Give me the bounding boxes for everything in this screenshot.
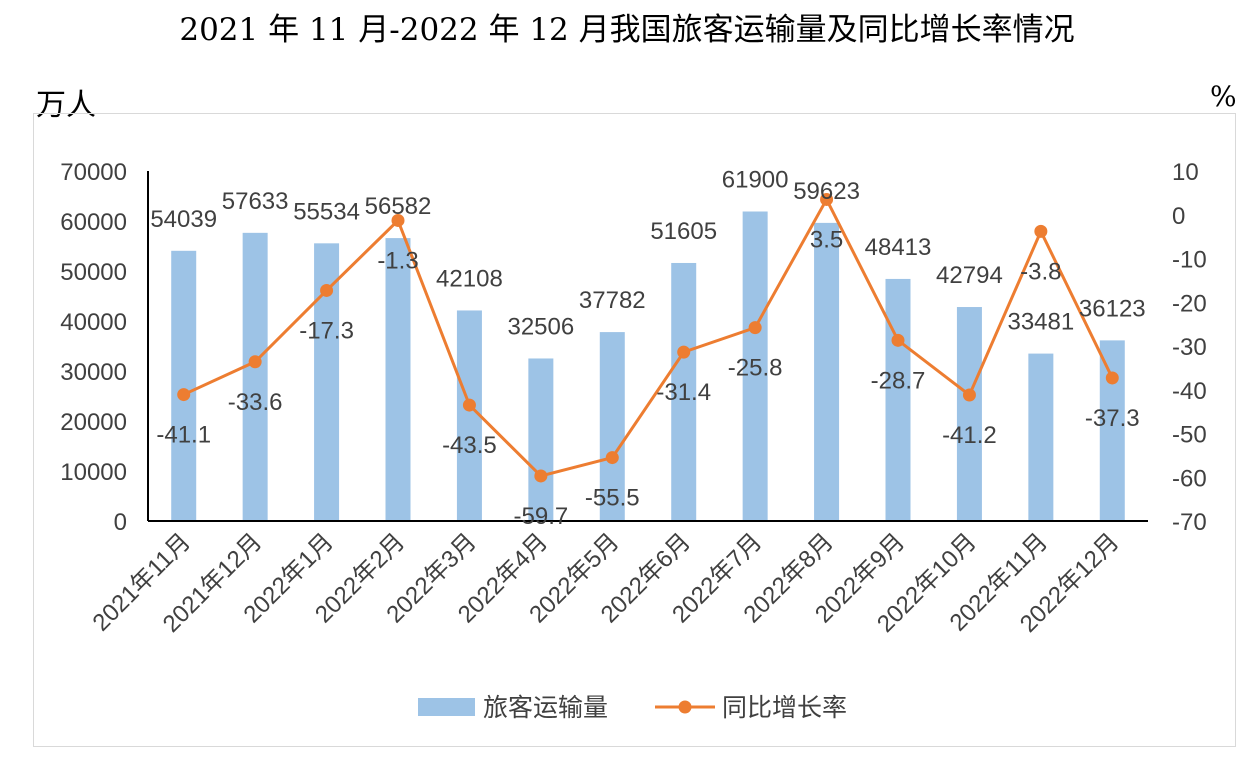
- bar-data-label: 56582: [365, 193, 432, 220]
- line-point: [748, 321, 762, 335]
- right-axis-unit: %: [1210, 80, 1237, 113]
- line-point: [1034, 224, 1048, 238]
- line-data-label: -1.3: [377, 247, 418, 274]
- line-point: [248, 355, 262, 369]
- bar-data-label: 61900: [722, 167, 789, 194]
- bar-data-label: 33481: [1007, 309, 1074, 336]
- line-point: [820, 192, 834, 206]
- line-point: [891, 333, 905, 347]
- right-tick-label: -10: [1172, 247, 1207, 274]
- line-data-label: -41.2: [942, 422, 997, 449]
- bar-data-label: 55534: [293, 198, 360, 225]
- right-tick-label: -40: [1172, 378, 1207, 405]
- bar-data-label: 42108: [436, 265, 503, 292]
- line-point: [605, 451, 619, 465]
- right-tick-label: 0: [1172, 203, 1185, 230]
- legend-line-marker: [678, 700, 692, 714]
- line-data-label: -3.8: [1020, 258, 1061, 285]
- bar-data-label: 37782: [579, 287, 646, 314]
- left-tick-label: 30000: [60, 359, 127, 386]
- bar-data-label: 57633: [222, 188, 289, 215]
- bar-data-label: 32506: [507, 313, 574, 340]
- legend-line-label: 同比增长率: [722, 694, 847, 722]
- line-point: [962, 388, 976, 402]
- series-line: [183, 196, 1114, 478]
- bar: [671, 262, 697, 521]
- line-point: [534, 469, 548, 483]
- left-tick-label: 20000: [60, 409, 127, 436]
- bar: [1028, 353, 1054, 521]
- left-tick-label: 70000: [60, 159, 127, 186]
- bar-data-label: 48413: [865, 234, 932, 261]
- bar-data-label: 54039: [150, 206, 217, 233]
- left-tick-label: 60000: [60, 209, 127, 236]
- bar: [456, 310, 482, 521]
- line-data-label: -31.4: [656, 379, 711, 406]
- bar-data-label: 51605: [650, 218, 717, 245]
- bar: [171, 250, 197, 521]
- bar: [1099, 340, 1125, 521]
- line-data-label: -28.7: [871, 367, 926, 394]
- legend-bar-swatch: [418, 698, 475, 716]
- bar: [242, 232, 268, 521]
- right-tick-label: 10: [1172, 159, 1199, 186]
- line-point: [677, 345, 691, 359]
- line-point: [391, 213, 405, 227]
- left-tick-label: 50000: [60, 259, 127, 286]
- right-tick-label: -20: [1172, 290, 1207, 317]
- line-point: [1105, 371, 1119, 385]
- line-data-label: -41.1: [156, 422, 211, 449]
- line-data-label: -17.3: [299, 317, 354, 344]
- line-data-label: -43.5: [442, 432, 497, 459]
- bar: [385, 238, 411, 521]
- line-data-label: -33.6: [228, 389, 283, 416]
- line-data-label: -37.3: [1085, 405, 1140, 432]
- right-tick-label: -70: [1172, 509, 1207, 536]
- line-data-label: -55.5: [585, 485, 640, 512]
- line-point: [177, 388, 191, 402]
- left-axis-unit: 万人: [36, 88, 96, 123]
- legend-bar-label: 旅客运输量: [483, 694, 608, 722]
- bar: [599, 332, 625, 521]
- line-point: [320, 283, 334, 297]
- bar-data-label: 36123: [1079, 295, 1146, 322]
- line-data-label: -25.8: [728, 355, 783, 382]
- bar: [885, 278, 911, 521]
- left-tick-label: 10000: [60, 459, 127, 486]
- right-tick-label: -60: [1172, 465, 1207, 492]
- line-point: [462, 398, 476, 412]
- line-data-label: 3.5: [810, 226, 843, 253]
- bar: [956, 307, 982, 521]
- chart-frame: [33, 113, 1236, 747]
- bar: [742, 211, 768, 521]
- left-tick-label: 0: [114, 509, 127, 536]
- bar: [814, 222, 840, 521]
- left-tick-label: 40000: [60, 309, 127, 336]
- bar-data-label: 59623: [793, 178, 860, 205]
- line-data-label: -59.7: [514, 503, 569, 530]
- chart-title: 2021 年 11 月-2022 年 12 月我国旅客运输量及同比增长率情况: [179, 12, 1075, 48]
- bar-data-label: 42794: [936, 262, 1003, 289]
- bar: [528, 358, 554, 521]
- right-tick-label: -50: [1172, 422, 1207, 449]
- right-tick-label: -30: [1172, 334, 1207, 361]
